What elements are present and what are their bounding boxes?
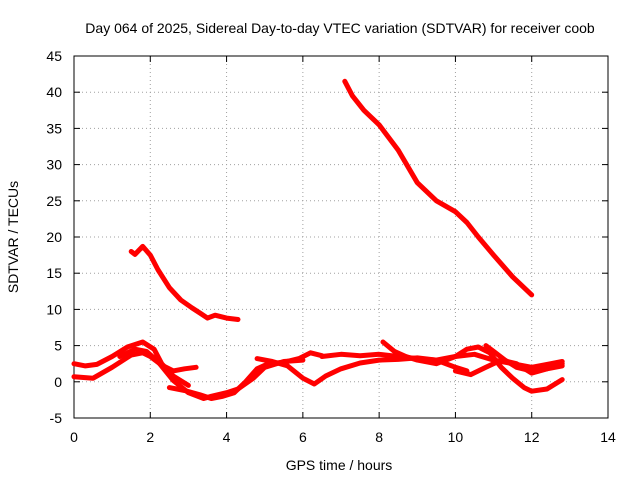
- x-axis-label: GPS time / hours: [286, 457, 393, 473]
- y-tick-label: 20: [46, 229, 62, 245]
- axis-ticks: 0 2 4 6 8 10 12 14 -5 0 5 10 15 20 25 30 35 40 45: [46, 48, 616, 445]
- y-tick-label: 40: [46, 84, 62, 100]
- y-tick-label: 10: [46, 301, 62, 317]
- x-tick-label: 10: [448, 429, 464, 445]
- x-tick-label: 14: [600, 429, 616, 445]
- series-high-arc-b: [342, 78, 535, 298]
- y-tick-label: 0: [54, 374, 62, 390]
- data-series: [71, 78, 565, 401]
- y-tick-label: 5: [54, 338, 62, 354]
- y-tick-label: 30: [46, 157, 62, 173]
- x-tick-label: 0: [70, 429, 78, 445]
- chart-title: Day 064 of 2025, Sidereal Day-to-day VTE…: [85, 20, 595, 36]
- series-low-4: [166, 350, 325, 401]
- grid: [74, 56, 608, 418]
- x-tick-label: 2: [146, 429, 154, 445]
- series-low-9: [483, 343, 565, 374]
- y-axis-label: SDTVAR / TECUs: [5, 181, 21, 293]
- y-tick-label: 15: [46, 265, 62, 281]
- x-tick-label: 4: [223, 429, 231, 445]
- y-tick-label: 35: [46, 120, 62, 136]
- y-tick-label: 45: [46, 48, 62, 64]
- series-low-7: [380, 339, 565, 394]
- y-tick-label: -5: [50, 410, 63, 426]
- x-tick-label: 6: [299, 429, 307, 445]
- x-tick-label: 12: [524, 429, 540, 445]
- x-tick-label: 8: [375, 429, 383, 445]
- y-tick-label: 25: [46, 193, 62, 209]
- series-high-arc-a: [128, 243, 241, 322]
